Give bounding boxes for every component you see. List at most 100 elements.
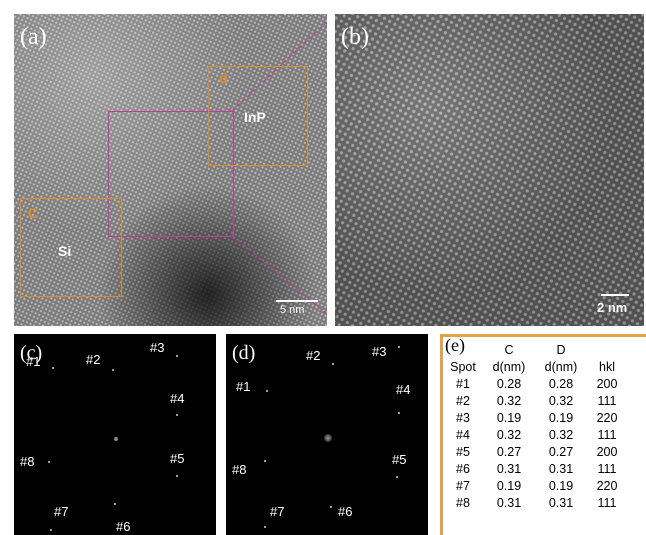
central-spot [324,434,332,442]
spot-label: #6 [338,504,353,519]
panel-letter: (e) [445,335,465,355]
table-row: #1 0.28 0.28 200 [443,375,627,392]
spot-label: #2 [306,348,321,363]
table-cell: 0.27 [548,444,574,459]
zoom-region-box [108,111,234,237]
table-cell: 0.19 [496,410,522,425]
region-c-box [20,198,122,297]
diffraction-spot [332,363,334,365]
spot-label: #2 [86,352,101,367]
spot-label: #6 [116,519,131,534]
table-header-cell: d(nm) [544,359,578,374]
region-d-letter: d [219,70,228,86]
table-group-header: D [556,342,566,357]
table-header-cell: d(nm) [492,359,526,374]
scale-bar [601,294,629,296]
spot-label: #8 [232,462,247,477]
table-cell: #4 [456,427,470,442]
region-c-letter: C [28,205,39,221]
table-cell: #6 [456,461,470,476]
diffraction-spot [114,503,116,505]
diffraction-spot [112,369,114,371]
table-row: #7 0.19 0.19 220 [443,477,627,494]
table-header-row: Spot d(nm) d(nm) hkl [443,358,627,375]
table-cell: 111 [597,393,617,408]
spot-label: #3 [372,344,387,359]
spot-label: #4 [396,382,411,397]
panel-b-hrtem-zoom: (b) 2 nm [335,14,644,326]
diffraction-spot [264,460,266,462]
table-cell: #2 [456,393,470,408]
table-cell: 111 [597,461,617,476]
table-cell: 0.19 [496,478,522,493]
panel-letter: (d) [232,342,256,364]
diffraction-spot [266,390,268,392]
table-cell: 0.32 [496,427,522,442]
si-label: Si [58,243,72,259]
scale-bar-label: 5 nm [280,304,305,316]
table-cell: #1 [456,376,470,391]
spot-label: #1 [236,379,251,394]
diffraction-spot [330,506,332,508]
spot-label: #5 [170,451,185,466]
spot-label: #7 [54,504,69,519]
table-cell: 0.19 [548,478,574,493]
table-cell: 0.31 [548,461,574,476]
diffraction-spot [264,526,266,528]
table-row: #6 0.31 0.31 111 [443,460,627,477]
table-cell: 0.32 [548,393,574,408]
table-cell: 0.31 [496,461,522,476]
table-cell: #3 [456,410,470,425]
diffraction-spot [48,461,50,463]
table-group-header [587,341,627,358]
table-cell: 111 [597,427,617,442]
spot-label: #7 [270,504,285,519]
scale-bar [276,300,318,302]
diffraction-spot [176,355,178,357]
table-header-cell: hkl [599,359,615,374]
region-d-box [208,66,308,166]
diffraction-spot [176,475,178,477]
table-cell: 0.19 [548,410,574,425]
diffraction-spot [176,414,178,416]
table-row: #8 0.31 0.31 111 [443,494,627,511]
panel-d-fft: (d) #1 #2 #3 #4 #5 #6 #7 #8 [226,334,428,535]
spot-label: #4 [170,391,185,406]
lattice-texture [335,14,644,326]
table-cell: 200 [596,444,618,459]
spot-label: #5 [392,452,407,467]
inp-label: InP [244,109,266,125]
diffraction-spot [52,367,54,369]
table-cell: 0.28 [496,376,522,391]
table-row: #4 0.32 0.32 111 [443,426,627,443]
diffraction-spot [398,346,400,348]
diffraction-spot [50,529,52,531]
table-cell: 0.27 [496,444,522,459]
panel-letter: (b) [341,24,369,50]
table-cell: 200 [596,376,618,391]
panel-letter: (a) [20,24,47,50]
spot-label: #3 [150,340,165,355]
table-cell: 0.31 [548,495,574,510]
diffraction-spot [398,412,400,414]
panel-c-fft: (c) #1 #2 #3 #4 #5 #6 #7 #8 [14,334,216,535]
table-group-header: C [504,342,514,357]
central-spot [114,437,118,441]
scale-bar-label: 2 nm [597,300,628,315]
table-row: #2 0.32 0.32 111 [443,392,627,409]
table-row: #5 0.27 0.27 200 [443,443,627,460]
table-header-cell: Spot [450,359,476,374]
diffraction-spot [396,476,398,478]
table-row: #3 0.19 0.19 220 [443,409,627,426]
panel-a-hrtem-image: (a) d InP C Si 5 nm [14,14,327,326]
spot-label: #1 [26,354,41,369]
panel-letter: (c) [20,342,43,364]
table-cell: 0.31 [496,495,522,510]
table-cell: #7 [456,478,470,493]
table-cell: 220 [596,410,618,425]
table-cell: 0.32 [548,427,574,442]
spot-label: #8 [20,454,35,469]
table-group-header [443,341,483,358]
